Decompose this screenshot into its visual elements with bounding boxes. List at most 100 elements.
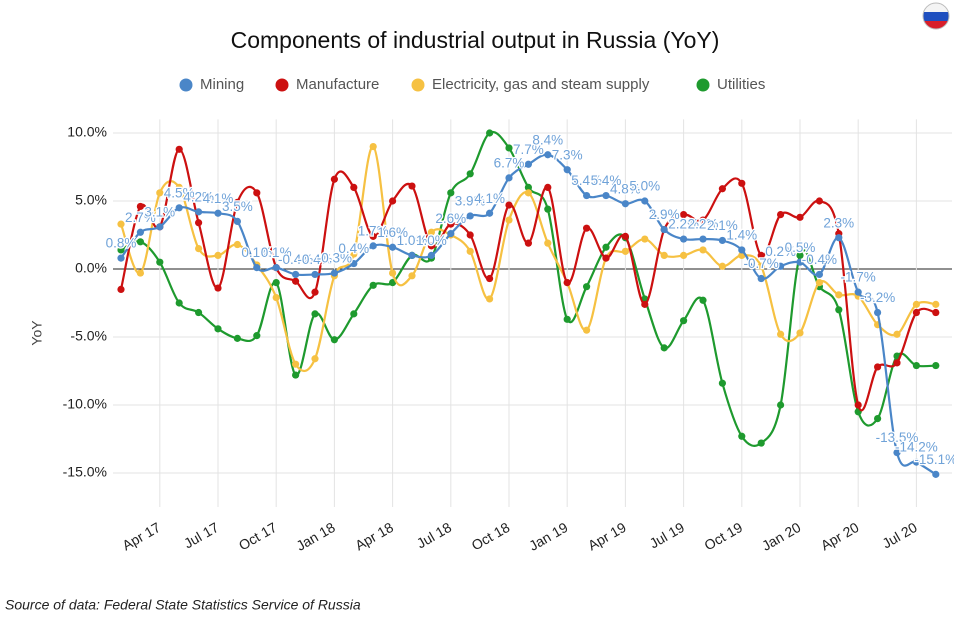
x-tick-label: Oct 17 <box>236 519 280 554</box>
point <box>292 360 300 368</box>
legend-label: Electricity, gas and steam supply <box>432 76 650 93</box>
point <box>136 228 144 236</box>
point <box>233 240 241 249</box>
point <box>156 223 164 231</box>
point <box>311 270 319 279</box>
data-label: 4.8% <box>610 181 641 196</box>
point <box>175 145 183 153</box>
point <box>350 250 358 258</box>
point <box>330 336 338 344</box>
point <box>466 170 474 178</box>
data-label: -14.2% <box>895 440 938 455</box>
data-label: 4.5% <box>164 185 195 200</box>
data-label: -0.3% <box>317 251 352 266</box>
point <box>874 308 882 317</box>
data-label: 5.0% <box>629 179 660 194</box>
point <box>117 254 125 262</box>
point <box>796 258 804 266</box>
data-label: 4.2% <box>183 189 214 204</box>
point <box>214 284 222 292</box>
point <box>292 371 300 379</box>
point <box>272 293 280 302</box>
point <box>932 300 940 308</box>
data-label: 3.5% <box>222 199 253 214</box>
data-label: 0.1% <box>261 245 292 260</box>
point <box>233 198 241 206</box>
data-label: 1.0% <box>397 233 428 248</box>
point <box>350 183 358 191</box>
point <box>563 166 571 174</box>
data-label: -0.4% <box>802 252 837 267</box>
flag-icon <box>922 2 950 30</box>
point <box>854 288 862 296</box>
point <box>175 299 183 307</box>
x-tick-label: Oct 19 <box>701 519 745 554</box>
point <box>680 211 688 219</box>
series <box>117 151 940 478</box>
data-label: 2.7% <box>125 210 156 225</box>
point <box>893 359 901 367</box>
point <box>757 439 765 447</box>
point <box>272 279 280 287</box>
point <box>796 213 804 221</box>
data-label: 3.1% <box>144 204 175 219</box>
point <box>932 470 940 478</box>
point <box>583 283 591 291</box>
point <box>602 254 610 262</box>
point <box>369 143 377 151</box>
point <box>854 401 862 409</box>
point <box>893 330 901 338</box>
point <box>777 262 785 270</box>
point <box>932 361 940 370</box>
point <box>253 264 261 272</box>
point <box>815 197 824 205</box>
point <box>292 270 300 279</box>
point <box>389 243 397 251</box>
point <box>117 220 125 228</box>
point <box>621 232 630 240</box>
point <box>350 259 358 268</box>
point <box>874 415 882 423</box>
x-tick-label: Apr 17 <box>119 519 163 554</box>
point <box>835 306 843 314</box>
point <box>466 212 474 220</box>
y-axis-label: YoY <box>29 320 45 346</box>
y-tick-label: 0.0% <box>75 260 107 276</box>
x-tick-label: Jan 19 <box>526 519 571 554</box>
point <box>912 300 921 308</box>
x-tick-label: Apr 20 <box>818 519 862 554</box>
x-tick-label: Jan 18 <box>293 519 338 554</box>
data-label: 3.9% <box>455 194 486 209</box>
point <box>486 129 494 137</box>
point <box>912 361 921 370</box>
point <box>330 269 338 277</box>
data-label: 0.5% <box>785 240 816 255</box>
point <box>699 216 707 224</box>
point <box>641 197 649 205</box>
chart-title: Components of industrial output in Russi… <box>231 27 720 53</box>
point <box>427 242 435 250</box>
data-label: -0.4% <box>297 252 332 267</box>
point <box>524 183 533 191</box>
legend-marker <box>275 78 289 92</box>
point <box>718 379 727 387</box>
data-label: 0.4% <box>338 241 369 256</box>
y-tick-label: -10.0% <box>63 396 107 412</box>
point <box>835 234 843 242</box>
point <box>660 225 668 234</box>
point <box>214 251 222 259</box>
point <box>583 191 591 200</box>
point <box>214 325 222 333</box>
point <box>330 175 338 183</box>
x-tick-label: Apr 19 <box>585 519 629 554</box>
point <box>738 179 746 187</box>
point <box>466 247 474 255</box>
x-tick-label: Jul 19 <box>647 519 688 552</box>
point <box>815 279 824 287</box>
point <box>563 315 571 323</box>
legend-marker <box>179 78 193 92</box>
legend-marker <box>411 78 425 92</box>
point <box>369 232 377 240</box>
legend-label: Manufacture <box>296 76 379 93</box>
